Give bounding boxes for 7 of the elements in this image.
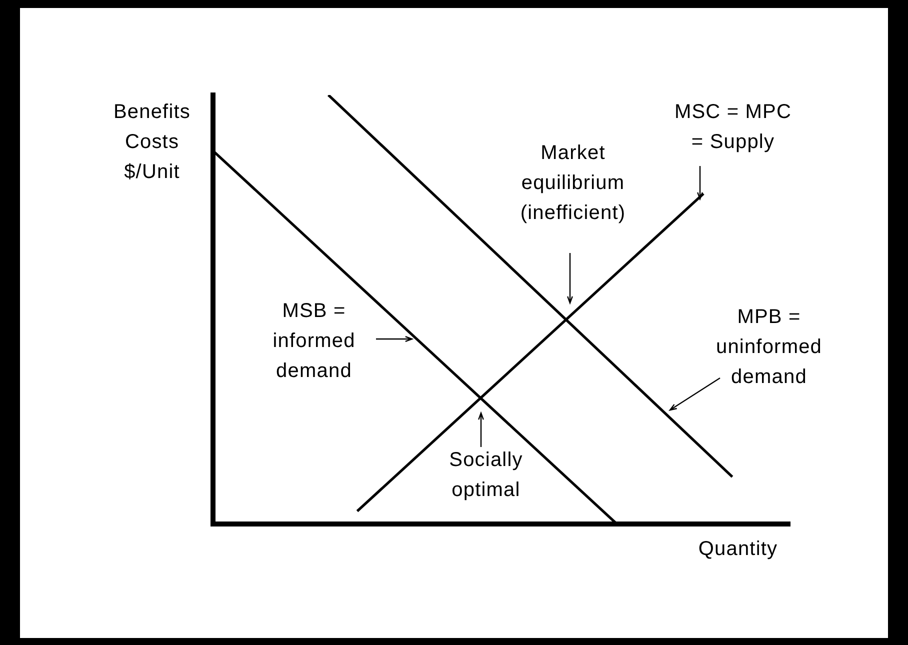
annotation: Socially optimal (448, 448, 524, 503)
y-axis-title: Benefits Costs $/Unit (112, 100, 192, 185)
legend-label: MSB = informed demand (272, 299, 356, 384)
x-axis-title: Quantity (697, 537, 779, 562)
annotation: Market equilibrium (inefficient) (519, 141, 627, 226)
text: MPB = uninformed demand (714, 305, 824, 390)
text: MSC = MPC = Supply (673, 100, 793, 155)
